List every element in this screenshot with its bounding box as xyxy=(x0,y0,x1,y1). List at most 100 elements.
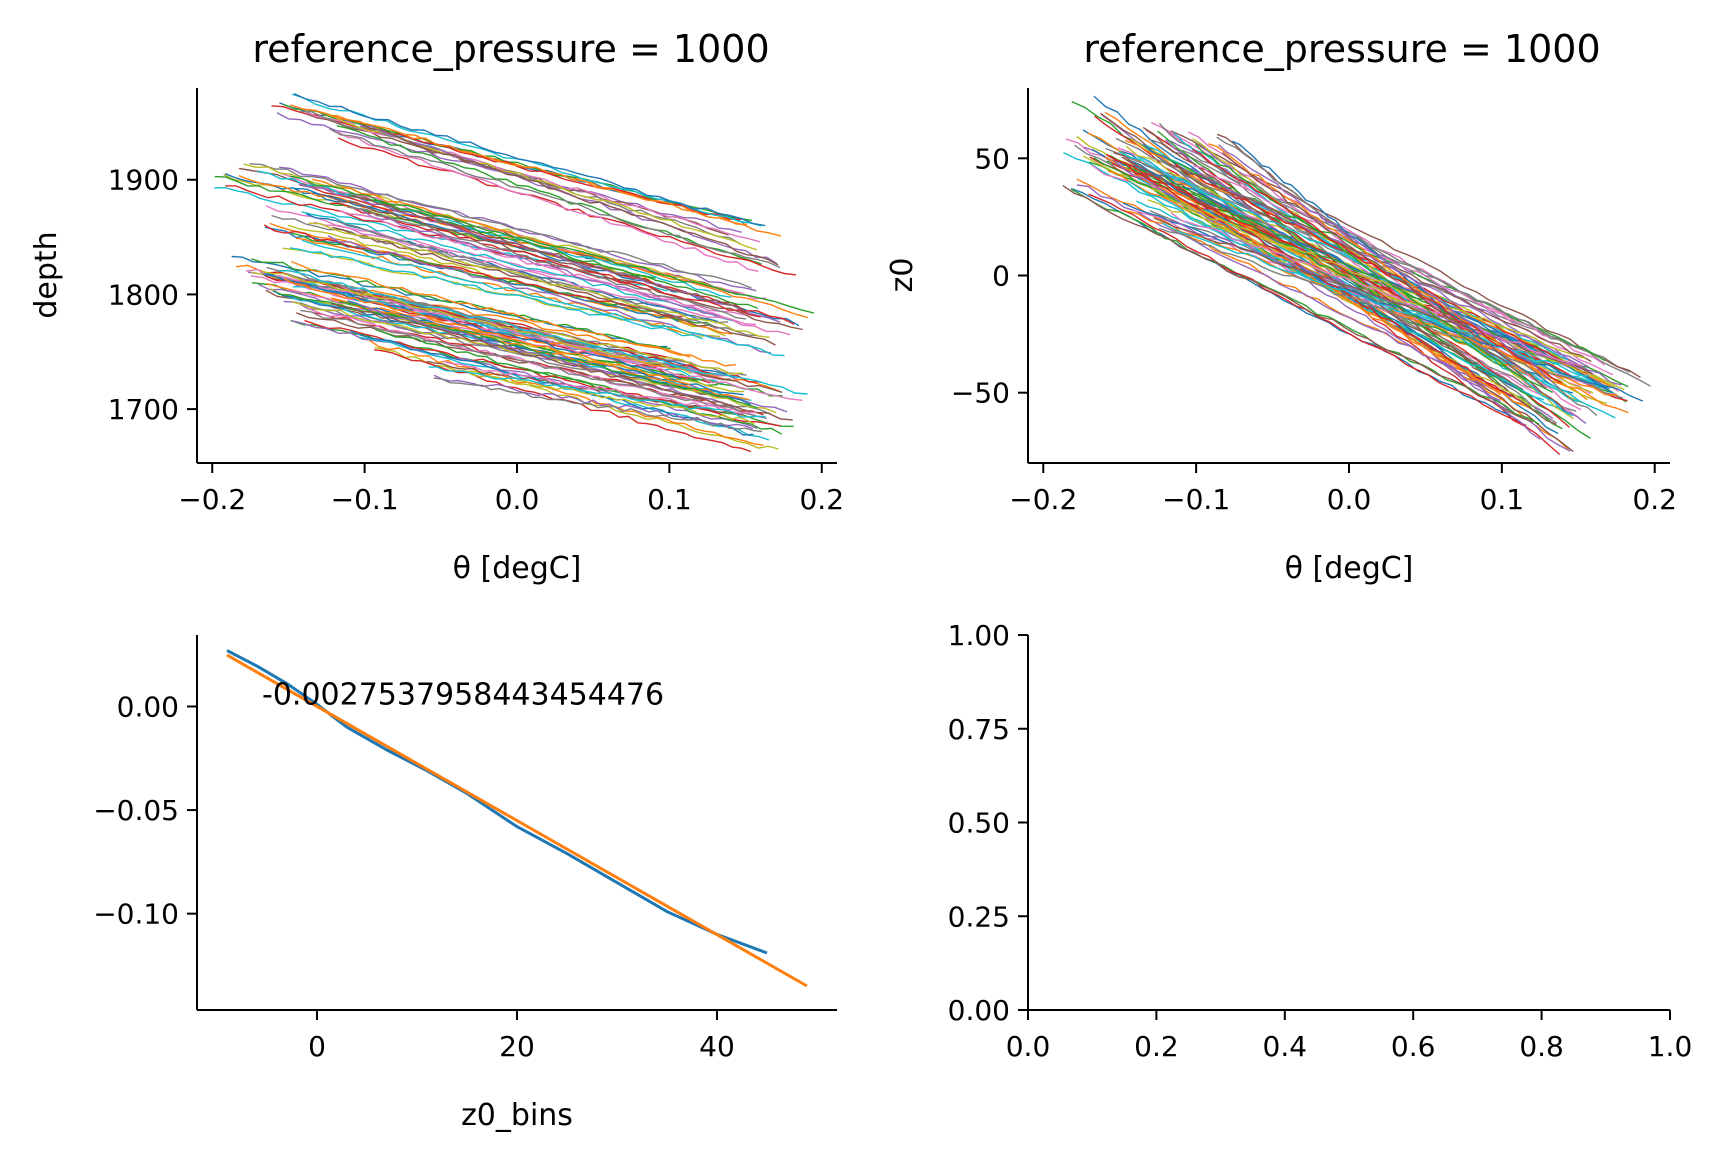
x-tick-label: 0.2 xyxy=(1632,483,1677,516)
x-tick-label: 0.2 xyxy=(1134,1030,1179,1063)
profile-line xyxy=(1157,130,1563,430)
panel-depth-xlabel: θ [degC] xyxy=(453,551,582,586)
x-tick-label: 20 xyxy=(499,1030,535,1063)
profile-line xyxy=(336,130,759,272)
profile-line xyxy=(1162,222,1589,377)
panel-z0-bins-xticks: 0 20 40 xyxy=(308,1010,735,1063)
profile-line xyxy=(286,273,747,376)
x-tick-label: 0.1 xyxy=(647,483,692,516)
y-tick-label: 0.25 xyxy=(948,900,1010,933)
profile-line xyxy=(1162,174,1554,394)
panel-depth: reference_pressure = 1000 −0.2 −0.1 0.0 0.1… xyxy=(29,27,844,586)
x-tick-label: −0.2 xyxy=(178,483,246,516)
slope-annotation: -0.0027537958443454476 xyxy=(262,677,664,712)
profile-line xyxy=(336,220,758,337)
x-tick-label: 0.6 xyxy=(1391,1030,1436,1063)
panel-z0: reference_pressure = 1000 −0.2 −0.1 0.0 0.1… xyxy=(885,27,1677,586)
profile-line xyxy=(303,110,760,243)
y-tick-label: 50 xyxy=(974,142,1010,175)
profile-line xyxy=(360,123,779,266)
panel-depth-title: reference_pressure = 1000 xyxy=(252,27,769,71)
profile-line xyxy=(1158,227,1573,380)
panel-z0-xticks: −0.2 −0.1 0.0 0.1 0.2 xyxy=(1009,463,1677,516)
profile-line xyxy=(1222,151,1547,390)
profile-line xyxy=(369,339,764,446)
x-tick-label: 0.2 xyxy=(799,483,844,516)
x-tick-label: 0.0 xyxy=(1327,483,1372,516)
profile-line xyxy=(351,206,743,326)
profile-line xyxy=(443,360,757,415)
profile-line xyxy=(330,297,749,401)
profile-line xyxy=(433,374,754,430)
x-tick-label: 1.0 xyxy=(1648,1030,1693,1063)
profile-line xyxy=(1062,185,1534,423)
y-tick-label: 1.00 xyxy=(948,619,1010,652)
profile-line xyxy=(214,186,668,292)
profile-line xyxy=(339,209,757,326)
panel-z0-bins-yticks: 0.00 −0.05 −0.10 xyxy=(93,690,197,931)
profile-line xyxy=(349,330,754,436)
x-tick-label: 0.4 xyxy=(1263,1030,1308,1063)
panel-z0-bins-series xyxy=(226,649,808,988)
profile-line xyxy=(1153,217,1593,374)
panel-depth-series xyxy=(214,93,815,453)
profile-line xyxy=(290,104,782,237)
profile-line xyxy=(308,222,770,339)
panel-z0-title: reference_pressure = 1000 xyxy=(1083,27,1600,71)
profile-line xyxy=(312,178,808,319)
profile-line xyxy=(1175,163,1574,366)
profile-line xyxy=(375,328,782,435)
profile-line xyxy=(338,137,797,276)
profile-line xyxy=(290,260,736,367)
y-tick-label: 1800 xyxy=(108,278,179,311)
profile-line xyxy=(313,221,791,336)
profile-line xyxy=(306,307,756,416)
y-tick-label: 1700 xyxy=(108,393,179,426)
x-tick-label: 0.8 xyxy=(1519,1030,1564,1063)
profile-line xyxy=(374,346,779,450)
profile-line xyxy=(1218,144,1552,382)
y-tick-label: 1900 xyxy=(108,164,179,197)
profile-line xyxy=(1165,139,1541,440)
x-tick-label: −0.1 xyxy=(331,483,399,516)
profile-line xyxy=(350,194,747,313)
profile-line xyxy=(433,377,763,433)
profile-line xyxy=(336,125,762,265)
profile-line xyxy=(1193,165,1606,366)
panel-z0-bins: -0.0027537958443454476 0 20 40 0.00 −0.05 −0… xyxy=(93,635,837,1133)
profile-line xyxy=(1208,143,1547,380)
profile-line xyxy=(359,336,770,441)
panel-empty-yticks: 0.00 0.25 0.50 0.75 1.00 xyxy=(948,619,1028,1027)
y-tick-label: 0.75 xyxy=(948,713,1010,746)
profile-line xyxy=(1147,199,1625,391)
profile-line xyxy=(289,247,704,340)
profile-line xyxy=(1194,143,1526,380)
profile-line xyxy=(1148,138,1651,387)
panel-z0-ylabel: z0 xyxy=(885,258,920,293)
profile-line xyxy=(428,366,766,418)
profile-line xyxy=(225,185,652,291)
panel-empty-xticks: 0.0 0.2 0.4 0.6 0.8 1.0 xyxy=(1006,1010,1693,1063)
panel-z0-yticks: −50 0 50 xyxy=(951,142,1028,410)
profile-line xyxy=(1070,188,1540,425)
panel-z0-xlabel: θ [degC] xyxy=(1285,551,1414,586)
y-tick-label: −0.10 xyxy=(93,898,179,931)
profile-line xyxy=(1179,206,1586,359)
panel-empty: 0.0 0.2 0.4 0.6 0.8 1.0 0.00 0.25 0.50 0.75 1.00 xyxy=(948,619,1693,1063)
profile-line xyxy=(291,320,758,429)
profile-line xyxy=(1170,212,1582,366)
profile-line xyxy=(328,127,781,269)
profile-line xyxy=(300,110,741,245)
profile-line xyxy=(319,193,803,331)
y-tick-label: 0.00 xyxy=(948,994,1010,1027)
profile-line xyxy=(278,172,767,300)
x-tick-label: 0.0 xyxy=(1006,1030,1051,1063)
x-tick-label: −0.2 xyxy=(1009,483,1077,516)
profile-line xyxy=(1150,187,1532,407)
profile-line xyxy=(1170,182,1520,401)
profile-line xyxy=(449,367,755,425)
x-tick-label: 40 xyxy=(699,1030,735,1063)
profile-line xyxy=(347,206,747,320)
profile-line xyxy=(1136,200,1602,389)
